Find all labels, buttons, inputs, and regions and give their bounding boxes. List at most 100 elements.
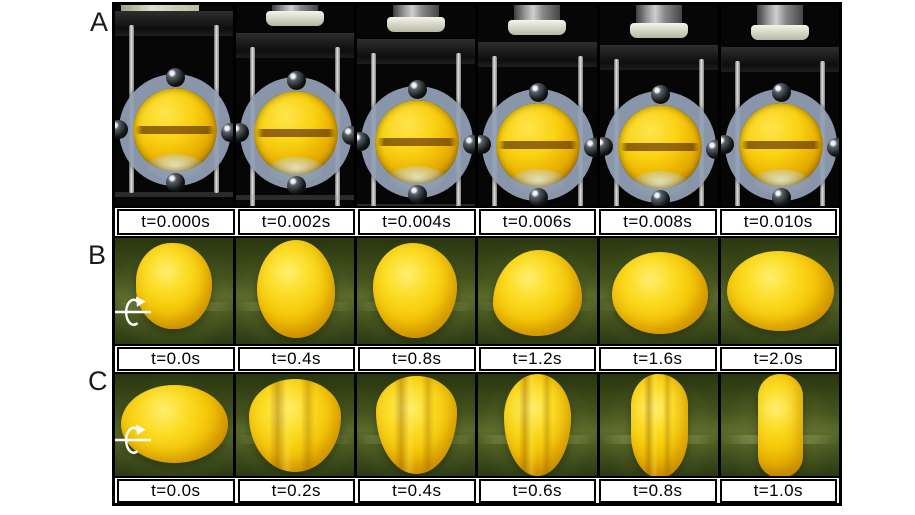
panel-a-frame-1 <box>115 5 234 206</box>
steel-ball <box>236 123 250 142</box>
panel-b-frame-6 <box>720 238 839 344</box>
plunger-collar <box>387 17 446 32</box>
plunger-cylinder <box>756 5 803 25</box>
panel-a-frame-6 <box>720 5 839 206</box>
plunger-cylinder <box>272 5 319 11</box>
panel-b-frame-4 <box>478 238 597 344</box>
steel-ball <box>705 140 718 159</box>
steel-ball <box>408 80 428 99</box>
panel-label-a: A <box>90 7 109 37</box>
egg-yolk <box>373 243 458 338</box>
cell-top-plate <box>236 33 355 58</box>
panel-a-frame-5 <box>599 5 718 206</box>
plunger-cap <box>121 5 199 13</box>
steel-ball <box>115 120 128 139</box>
time-label: t=1.2s <box>478 347 596 371</box>
glass-reflection <box>357 204 476 206</box>
glass-reflection <box>115 192 234 197</box>
egg-yolk <box>757 374 803 476</box>
panel-a-frame-2 <box>236 5 355 206</box>
time-label: t=0.0s <box>117 347 235 371</box>
steel-ball <box>771 83 791 102</box>
time-label: t=0.0s <box>117 479 235 503</box>
steel-ball <box>166 173 185 192</box>
panel-c-frame-1 <box>115 374 234 476</box>
panel-a-frame-4 <box>478 5 597 206</box>
steel-ball <box>287 71 307 90</box>
time-label: t=0.002s <box>237 209 355 235</box>
egg-yolk <box>136 243 212 329</box>
egg-yolk <box>257 240 336 338</box>
panel-b-frame-3 <box>357 238 476 344</box>
cell-top-plate <box>599 45 718 70</box>
retaining-ring <box>119 74 231 186</box>
panel-c-frame-6 <box>720 374 839 476</box>
panel-c-time-labels: t=0.0s t=0.2s t=0.4s t=0.6s t=0.8s t=1.0… <box>115 478 839 503</box>
time-label: t=0.004s <box>358 209 476 235</box>
cell-top-plate <box>720 47 839 72</box>
steel-ball <box>650 190 670 206</box>
cell-top-plate <box>357 39 476 64</box>
glass-reflection <box>236 195 355 200</box>
panel-c-frame-3 <box>357 374 476 476</box>
rotation-about-horizontal-axis-icon <box>115 424 151 454</box>
panel-c-frame-2 <box>236 374 355 476</box>
panel-label-c: C <box>88 366 108 396</box>
plunger-cylinder <box>393 5 440 17</box>
panel-c-photo-row <box>115 374 839 476</box>
steel-ball <box>357 132 371 151</box>
time-label: t=0.8s <box>358 347 476 371</box>
panel-c-frame-4 <box>478 374 597 476</box>
time-label: t=1.0s <box>719 479 837 503</box>
time-label: t=0.6s <box>478 479 596 503</box>
steel-ball <box>463 135 476 154</box>
panel-a-photo-row <box>115 5 839 206</box>
steel-ball <box>342 126 355 145</box>
retaining-ring <box>482 89 595 201</box>
time-label: t=1.6s <box>599 347 717 371</box>
cell-top-plate <box>478 42 597 67</box>
plunger-cylinder <box>635 5 682 23</box>
panel-b-frame-2 <box>236 238 355 344</box>
retaining-ring <box>603 91 716 203</box>
panel-a-time-labels: t=0.000s t=0.002s t=0.004s t=0.006s t=0.… <box>115 208 839 236</box>
steel-ball <box>771 188 791 206</box>
steel-ball <box>826 138 839 157</box>
steel-ball <box>166 68 185 87</box>
egg-yolk <box>504 374 572 476</box>
egg-yolk <box>630 374 688 476</box>
time-label: t=0.2s <box>237 479 355 503</box>
steel-ball <box>221 123 234 142</box>
retaining-ring <box>724 89 837 201</box>
steel-ball <box>287 176 307 195</box>
egg-yolk <box>611 252 708 334</box>
egg-yolk <box>376 376 458 474</box>
steel-ball <box>529 188 549 206</box>
time-label: t=0.4s <box>358 479 476 503</box>
time-label: t=0.006s <box>478 209 596 235</box>
time-label: t=0.008s <box>599 209 717 235</box>
panel-b-frame-1 <box>115 238 234 344</box>
plunger-cylinder <box>514 5 561 20</box>
panel-a-frame-3 <box>357 5 476 206</box>
panel-b-photo-row <box>115 238 839 344</box>
steel-ball <box>584 138 597 157</box>
panel-c-frame-5 <box>599 374 718 476</box>
experiment-figure: t=0.000s t=0.002s t=0.004s t=0.006s t=0.… <box>112 2 842 506</box>
steel-ball <box>408 185 428 204</box>
steel-ball <box>529 83 549 102</box>
retaining-ring <box>361 86 474 198</box>
plunger-collar <box>629 23 688 38</box>
steel-ball <box>599 137 613 156</box>
egg-yolk <box>726 251 834 331</box>
time-label: t=0.8s <box>599 479 717 503</box>
time-label: t=0.000s <box>117 209 235 235</box>
panel-b-frame-5 <box>599 238 718 344</box>
egg-yolk <box>249 379 342 472</box>
retaining-ring <box>240 77 353 189</box>
steel-ball <box>720 135 734 154</box>
time-label: t=0.4s <box>237 347 355 371</box>
panel-label-b: B <box>88 240 107 270</box>
time-label: t=2.0s <box>719 347 837 371</box>
steel-ball <box>478 135 492 154</box>
